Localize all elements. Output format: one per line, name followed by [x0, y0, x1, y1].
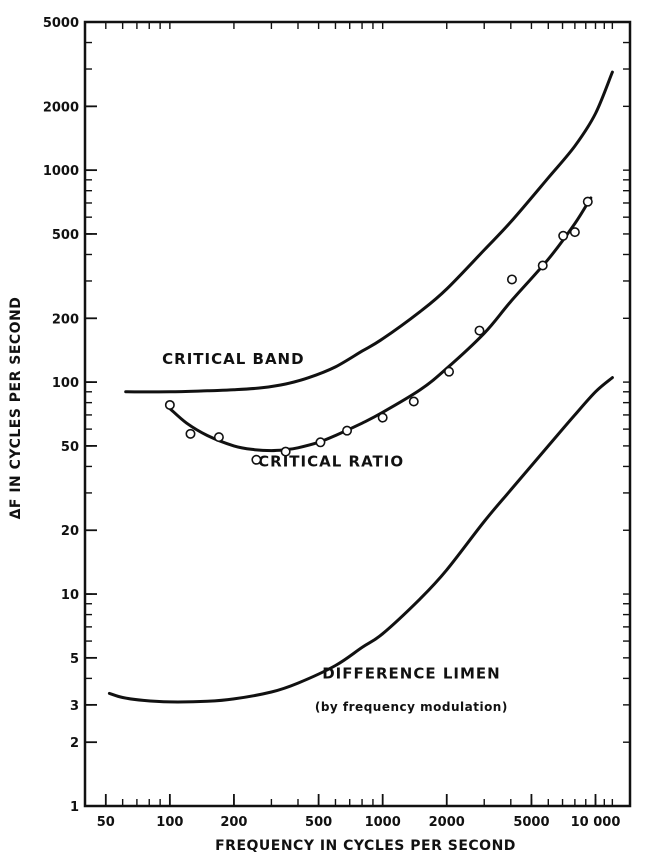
difference-limen-curve — [107, 376, 614, 704]
plot-frame — [83, 20, 632, 808]
y-tick-label: 50 — [61, 440, 79, 455]
y-tick-label: 100 — [52, 376, 79, 391]
x-tick-label: 5000 — [513, 815, 549, 830]
x-tick-label: 10 000 — [571, 815, 621, 830]
critical-ratio-point — [474, 325, 485, 336]
y-tick-label: 3 — [70, 699, 79, 714]
critical-ratio-point — [506, 274, 517, 285]
critical-ratio-label: CRITICAL RATIO — [258, 452, 404, 470]
x-tick-label: 200 — [220, 815, 247, 830]
critical-ratio-curve — [168, 196, 593, 453]
x-tick-label: 1000 — [365, 815, 401, 830]
y-tick-label: 10 — [61, 588, 79, 603]
y-tick-label: 1000 — [43, 164, 79, 179]
critical-ratio-point — [280, 446, 291, 457]
y-tick-label: 2 — [70, 736, 79, 751]
critical-ratio-point — [185, 428, 196, 439]
critical-band-curve — [124, 70, 614, 394]
y-tick-label: 20 — [61, 524, 79, 539]
difference-limen-label: DIFFERENCE LIMEN — [322, 664, 500, 682]
critical-ratio-point — [377, 412, 388, 423]
x-axis-label: FREQUENCY IN CYCLES PER SECOND — [215, 838, 516, 854]
critical-ratio-point — [569, 227, 580, 238]
y-tick-label: 500 — [52, 228, 79, 243]
critical-ratio-point — [315, 437, 326, 448]
critical-ratio-point — [251, 454, 262, 465]
critical-ratio-point — [213, 432, 224, 443]
critical-ratio-point — [342, 425, 353, 436]
critical-ratio-point — [537, 260, 548, 271]
x-tick-label: 500 — [305, 815, 332, 830]
y-tick-label: 1 — [70, 800, 79, 815]
x-tick-label: 50 — [97, 815, 115, 830]
critical-ratio-point — [444, 366, 455, 377]
critical-ratio-point — [582, 196, 593, 207]
critical-ratio-point — [558, 230, 569, 241]
critical-ratio-point — [164, 399, 175, 410]
difference-limen-sublabel: (by frequency modulation) — [315, 700, 508, 714]
critical-band-label: CRITICAL BAND — [162, 350, 304, 368]
y-tick-label: 5 — [70, 652, 79, 667]
x-tick-label: 2000 — [429, 815, 465, 830]
critical-ratio-point — [408, 396, 419, 407]
y-tick-label: 5000 — [43, 16, 79, 31]
y-tick-label: 200 — [52, 312, 79, 327]
x-tick-label: 100 — [156, 815, 183, 830]
y-axis-label: ΔF IN CYCLES PER SECOND — [8, 297, 24, 520]
y-tick-label: 2000 — [43, 100, 79, 115]
